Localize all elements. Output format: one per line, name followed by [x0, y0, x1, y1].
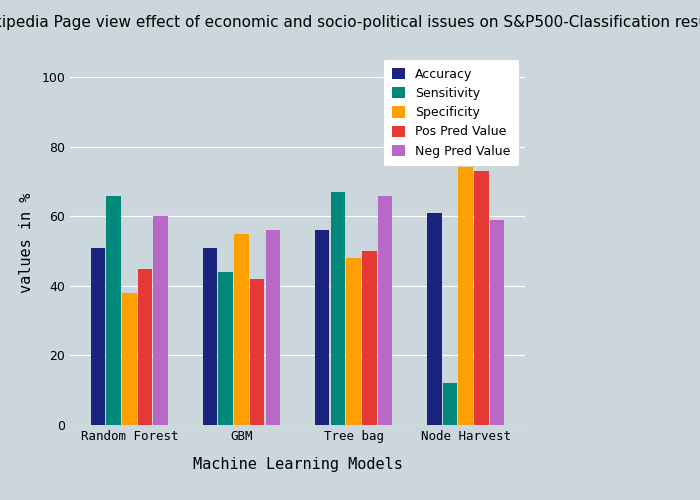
Bar — [330, 192, 345, 425]
Bar — [218, 272, 233, 425]
Bar — [234, 234, 248, 425]
Text: kipedia Page view effect of economic and socio-political issues on S&P500-Classi: kipedia Page view effect of economic and… — [0, 15, 700, 30]
Bar — [153, 216, 168, 425]
Bar — [122, 293, 136, 425]
Bar — [442, 384, 457, 425]
Bar — [490, 220, 504, 425]
Bar — [474, 171, 489, 425]
Bar — [250, 279, 265, 425]
Bar — [138, 268, 153, 425]
Bar — [362, 251, 377, 425]
Bar — [377, 196, 392, 425]
Bar — [265, 230, 280, 425]
Legend: Accuracy, Sensitivity, Specificity, Pos Pred Value, Neg Pred Value: Accuracy, Sensitivity, Specificity, Pos … — [384, 59, 519, 166]
Bar — [91, 248, 105, 425]
Bar — [203, 248, 218, 425]
Bar — [458, 92, 473, 425]
Bar — [427, 213, 442, 425]
X-axis label: Machine Learning Models: Machine Learning Models — [193, 457, 402, 472]
Bar — [106, 196, 121, 425]
Y-axis label: values in %: values in % — [20, 192, 34, 292]
Bar — [346, 258, 360, 425]
Bar — [315, 230, 330, 425]
